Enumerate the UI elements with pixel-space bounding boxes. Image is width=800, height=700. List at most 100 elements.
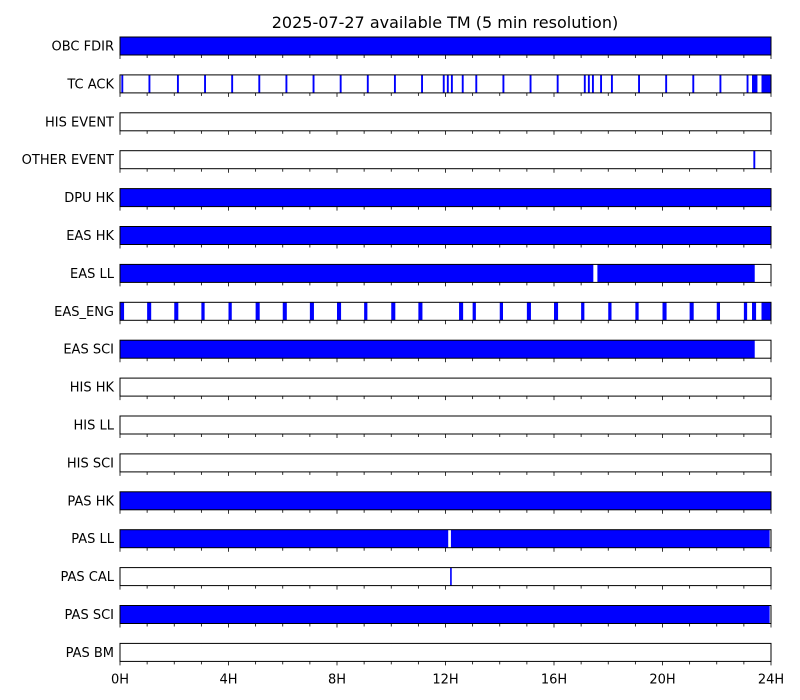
row-label: PAS SCI — [65, 608, 114, 623]
row-label: HIS LL — [74, 419, 115, 434]
availability-bar — [120, 340, 755, 359]
availability-bar — [635, 302, 639, 321]
availability-bar — [461, 74, 464, 93]
availability-bar — [418, 302, 423, 321]
availability-bar — [174, 302, 179, 321]
availability-bar — [282, 302, 287, 321]
availability-bar — [204, 74, 206, 93]
row-frame — [119, 112, 772, 132]
availability-bar — [120, 529, 449, 548]
row-frame — [119, 567, 772, 587]
x-tick-label: 4H — [219, 672, 237, 687]
availability-bar — [761, 302, 771, 321]
availability-bar — [120, 226, 771, 245]
timeline-row: PAS SCI — [65, 605, 772, 628]
availability-bar — [120, 491, 771, 510]
chart-title: 2025-07-27 available TM (5 min resolutio… — [272, 13, 618, 32]
availability-bar — [529, 74, 532, 93]
timeline-row: EAS_ENG — [54, 301, 772, 325]
availability-bar — [587, 74, 590, 93]
row-label: PAS HK — [67, 494, 114, 509]
timeline-row: HIS EVENT — [45, 112, 772, 135]
timeline-row: DPU HK — [64, 188, 772, 211]
availability-bar — [450, 74, 453, 93]
availability-bar — [746, 74, 749, 93]
availability-bar — [120, 302, 125, 321]
availability-bar — [665, 74, 668, 93]
timeline-row: EAS SCI — [63, 339, 772, 363]
x-tick-label: 20H — [649, 672, 675, 687]
availability-bar — [475, 74, 478, 93]
availability-bar — [446, 74, 449, 93]
timeline-row: PAS CAL — [61, 567, 772, 590]
x-tick-label: 8H — [328, 672, 346, 687]
availability-bar — [583, 74, 586, 93]
row-label: EAS_ENG — [54, 305, 114, 320]
availability-bar — [752, 74, 758, 93]
availability-bar — [393, 74, 396, 93]
availability-bar — [692, 74, 695, 93]
timeline-row: PAS BM — [66, 642, 772, 666]
availability-bar — [201, 302, 205, 321]
x-tick-label: 24H — [758, 672, 784, 687]
row-frame — [119, 150, 772, 170]
row-label: EAS SCI — [63, 343, 114, 358]
availability-bar — [231, 74, 234, 93]
timeline-rows: OBC FDIR TC ACK HIS EVENT OTHER EVENT DPU HK… — [22, 36, 772, 666]
availability-bar — [312, 74, 315, 93]
row-label: DPU HK — [64, 191, 114, 206]
availability-bar — [120, 264, 594, 283]
availability-bar — [421, 74, 423, 93]
availability-bar — [716, 302, 721, 321]
availability-bar — [366, 74, 369, 93]
timeline-row: EAS HK — [66, 226, 772, 249]
x-axis: 0H 4H 8H 12H 16H 20H 24H — [111, 672, 784, 687]
x-tick-label: 0H — [111, 672, 129, 687]
timeline-row: TC ACK — [66, 74, 772, 97]
x-tick-label: 12H — [432, 672, 458, 687]
row-label: PAS LL — [71, 532, 115, 547]
availability-bar — [499, 302, 504, 321]
availability-bar — [502, 74, 505, 93]
timeline-row: PAS HK — [67, 491, 772, 514]
row-label: HIS EVENT — [45, 115, 114, 130]
availability-bar — [597, 264, 755, 283]
availability-bar — [638, 74, 640, 93]
availability-bar — [337, 302, 342, 321]
availability-bar — [147, 302, 152, 321]
availability-bar — [600, 74, 603, 93]
availability-bar — [556, 74, 559, 93]
row-frame — [119, 642, 772, 662]
availability-bar — [339, 74, 342, 93]
availability-bar — [176, 74, 179, 93]
row-label: OTHER EVENT — [22, 153, 114, 168]
availability-bar — [753, 150, 756, 169]
row-label: HIS HK — [70, 381, 115, 396]
availability-bar — [228, 302, 232, 321]
availability-bar — [761, 74, 771, 93]
availability-bar — [120, 188, 771, 207]
availability-bar — [743, 302, 748, 321]
availability-bar — [554, 302, 559, 321]
availability-bar — [258, 74, 261, 93]
row-label: TC ACK — [66, 77, 114, 92]
availability-bar — [689, 302, 694, 321]
availability-bar — [391, 302, 396, 321]
availability-bar — [526, 302, 531, 321]
availability-bar — [752, 302, 757, 321]
row-label: PAS CAL — [61, 570, 115, 585]
row-label: PAS BM — [66, 646, 114, 661]
timeline-row: HIS LL — [74, 415, 772, 438]
availability-bar — [608, 302, 612, 321]
availability-bar — [121, 74, 124, 93]
availability-bar — [120, 605, 770, 624]
availability-bar — [442, 74, 445, 93]
availability-bar — [450, 567, 452, 586]
timeline-row: EAS LL — [70, 263, 772, 287]
availability-bar — [719, 74, 722, 93]
row-label: HIS SCI — [67, 456, 114, 471]
availability-bar — [459, 302, 464, 321]
timeline-row: PAS LL — [71, 529, 772, 552]
row-label: EAS LL — [70, 267, 115, 282]
